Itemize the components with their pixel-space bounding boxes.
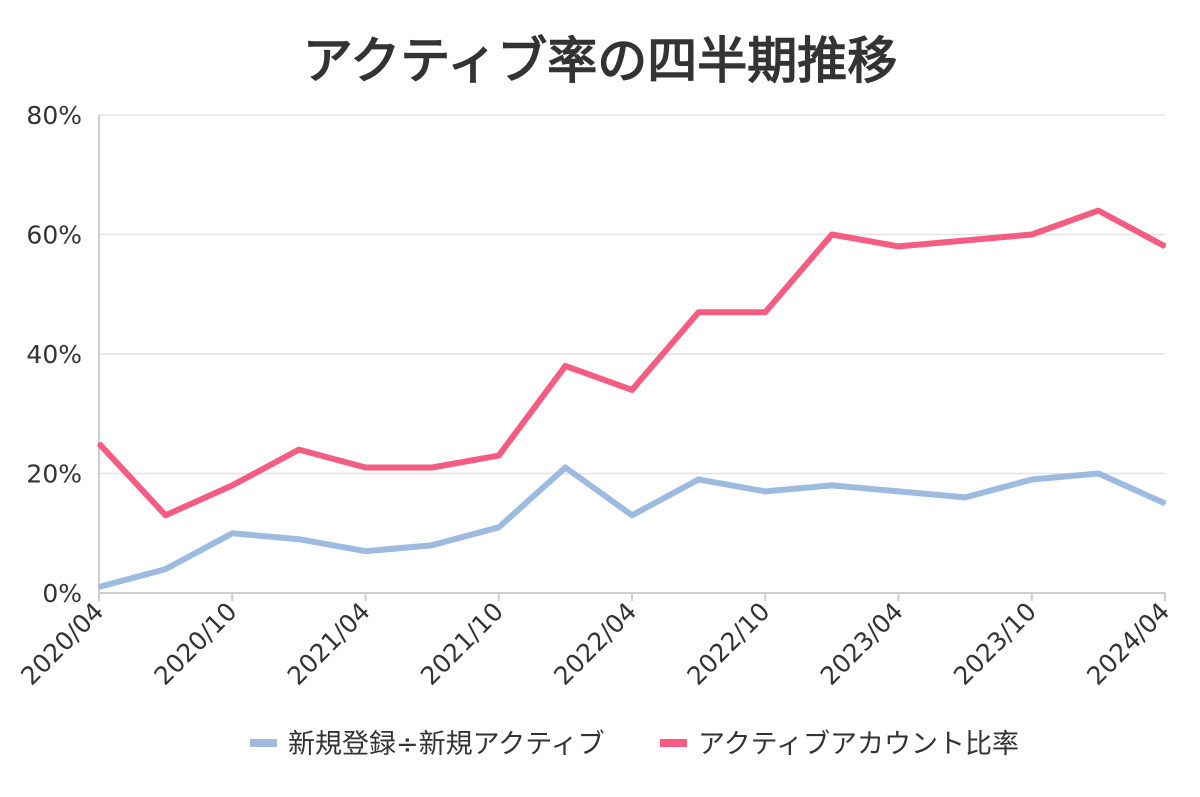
data-point (1030, 478, 1033, 481)
data-point (297, 538, 301, 541)
data-point (697, 478, 700, 481)
x-tick-label: 2021/10 (415, 597, 509, 691)
data-point (97, 442, 101, 445)
legend-label: 新規登録÷新規アクティブ (288, 729, 605, 760)
y-tick-label: 40% (26, 340, 82, 369)
data-point (1163, 502, 1167, 505)
x-tick-label: 2022/10 (682, 597, 776, 691)
data-point (564, 364, 567, 368)
y-tick-label: 60% (26, 221, 82, 250)
x-tick-label: 2020/10 (149, 597, 243, 691)
chart-title: アクティブ率の四半期推移 (303, 32, 898, 90)
data-point (830, 233, 834, 236)
legend: 新規登録÷新規アクティブ アクティブアカウント比率 (250, 729, 1019, 760)
data-point (364, 549, 367, 553)
data-point (630, 514, 634, 517)
x-axis-ticks: 2020/04 2020/10 2021/04 2021/10 2022/04 2022/… (15, 593, 1175, 691)
data-point (364, 466, 367, 469)
series-line-2 (96, 207, 1167, 519)
y-tick-label: 80% (26, 101, 82, 130)
data-point (497, 526, 500, 529)
x-tick-label: 2021/04 (282, 597, 376, 691)
data-point (231, 484, 234, 487)
x-tick-label: 2020/04 (15, 597, 109, 691)
data-point (897, 490, 900, 493)
data-point (1163, 245, 1167, 248)
series-lines (96, 207, 1167, 590)
data-point (897, 245, 900, 248)
y-tick-label: 20% (26, 460, 82, 489)
data-point (830, 484, 834, 487)
data-point (1097, 472, 1100, 475)
legend-label: アクティブアカウント比率 (698, 729, 1019, 760)
data-point (430, 544, 434, 547)
data-point (764, 490, 767, 493)
x-tick-label: 2024/04 (1081, 597, 1175, 691)
series-line-1 (98, 464, 1167, 590)
y-axis-ticks: 0% 20% 40% 60% 80% (26, 101, 82, 608)
data-point (564, 466, 567, 469)
data-point (430, 466, 434, 469)
data-point (1097, 209, 1100, 212)
data-point (630, 388, 634, 392)
data-point (963, 239, 967, 242)
data-point (97, 585, 101, 589)
data-point (297, 448, 301, 451)
data-point (164, 514, 167, 517)
data-point (764, 310, 767, 314)
data-point (231, 532, 234, 535)
x-tick-label: 2022/04 (548, 597, 642, 691)
data-point (697, 310, 700, 314)
data-point (164, 567, 167, 571)
grid (98, 114, 1165, 594)
data-point (1030, 233, 1033, 236)
data-point (963, 496, 967, 499)
x-tick-label: 2023/10 (948, 597, 1042, 691)
x-tick-label: 2023/04 (815, 597, 909, 691)
data-point (497, 454, 500, 457)
y-tick-label: 0% (42, 579, 82, 608)
